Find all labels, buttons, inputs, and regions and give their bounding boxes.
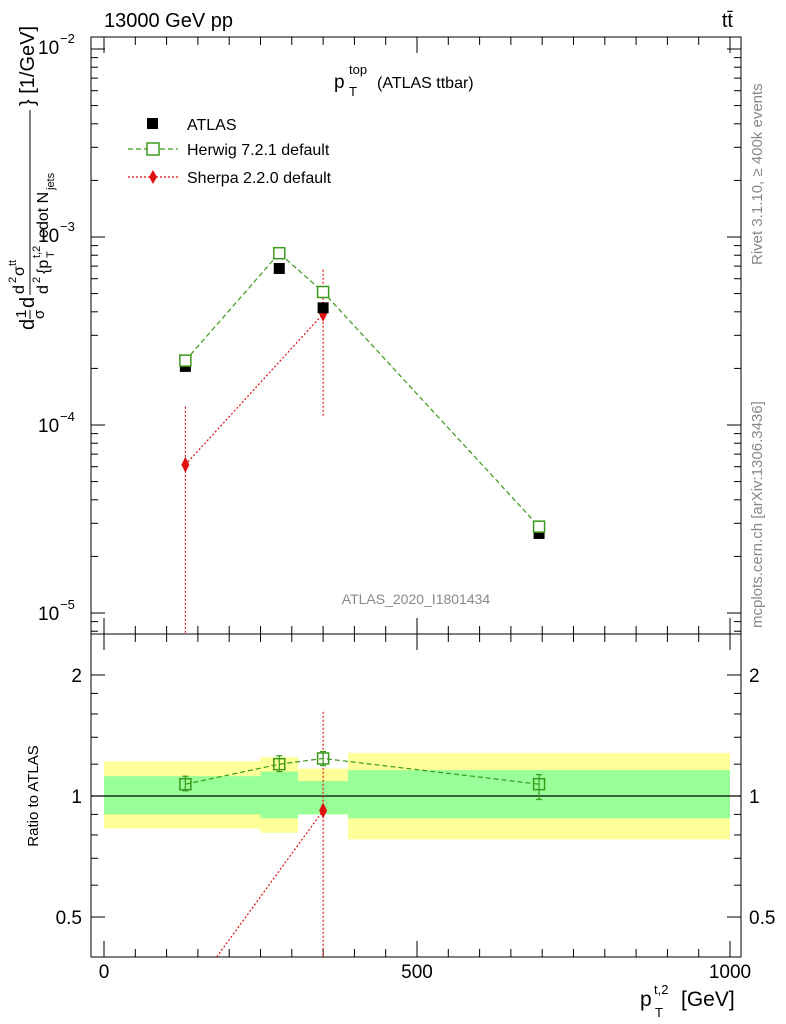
ratio-ytick-2-left: 2: [71, 666, 82, 687]
header-energy: 13000 GeV pp: [104, 10, 233, 32]
svg-text:t,2: t,2: [654, 982, 668, 997]
ratio-ytick-1-right: 1: [749, 787, 760, 808]
xtick-0: 0: [99, 962, 110, 983]
ytick-label-1e-2: 10: [38, 38, 59, 59]
axis-ticks: [91, 37, 741, 957]
ytick-exp-1e-5: −5: [60, 597, 75, 612]
herwig-ratio-point: [316, 752, 330, 765]
sherpa-main-line: [184, 313, 324, 466]
legend-item-sherpa: Sherpa 2.2.0 default: [128, 170, 332, 187]
ratio-y-tick-labels: 2 1 0.5 2 1 0.5: [56, 666, 776, 929]
legend: ATLAS Herwig 7.2.1 default Sherpa 2.2.0 …: [128, 117, 332, 187]
atlas-main-point: [533, 527, 545, 539]
legend-item-herwig: Herwig 7.2.1 default: [128, 142, 330, 159]
ratio-ytick-2-right: 2: [749, 666, 760, 687]
x-axis-label: p t,2 T [GeV]: [640, 982, 735, 1020]
svg-text:2: 2: [31, 277, 43, 283]
legend-label-sherpa: Sherpa 2.2.0 default: [187, 170, 332, 187]
title-rest: (ATLAS ttbar): [377, 75, 474, 92]
title-sup: top: [349, 62, 367, 77]
plot-title: p top T (ATLAS ttbar): [334, 62, 474, 99]
ratio-y-axis-label: Ratio to ATLAS: [25, 745, 42, 846]
herwig-ratio-line: [185, 757, 540, 785]
ytick-label-1e-5: 10: [38, 604, 59, 625]
main-y-axis-label: d 1 σ d d 2 σ tt d 2 {p t,2 T cdot N jet…: [7, 26, 57, 330]
main-y-tick-labels: 10 −2 10 −3 10 −4 10 −5: [38, 31, 75, 625]
ytick-exp-1e-2: −2: [60, 31, 75, 46]
title-p: p: [334, 72, 345, 93]
svg-text:p: p: [640, 988, 652, 1011]
ytick-exp-1e-3: −3: [60, 219, 75, 234]
legend-label-atlas: ATLAS: [187, 117, 237, 134]
svg-text:d: d: [17, 297, 39, 308]
svg-text:tt: tt: [7, 260, 19, 266]
svg-text:σ: σ: [31, 309, 48, 319]
sherpa-main-point: [181, 456, 190, 473]
herwig-main-point: [532, 520, 546, 533]
herwig-ratio-point: [179, 777, 192, 791]
header-process: tt̄: [722, 10, 734, 32]
title-sub: T: [349, 84, 357, 99]
svg-text:[GeV]: [GeV]: [681, 988, 735, 1011]
mcplots-text: mcplots.cern.ch [arXiv:1306.3436]: [749, 401, 766, 628]
herwig-ratio-point: [532, 777, 546, 791]
ytick-label-1e-4: 10: [38, 416, 59, 437]
ratio-ytick-0.5-left: 0.5: [56, 908, 82, 929]
ratio-band-inner-0: [104, 776, 261, 815]
legend-marker-sherpa: [149, 170, 157, 184]
herwig-main-line: [184, 252, 540, 528]
legend-marker-herwig: [146, 142, 160, 156]
legend-label-herwig: Herwig 7.2.1 default: [187, 142, 330, 159]
svg-text:T: T: [45, 251, 57, 258]
svg-text:d: d: [35, 285, 52, 294]
x-tick-labels: 0 500 1000: [99, 962, 751, 983]
atlas-main-point: [273, 262, 285, 274]
chart-marks: [179, 246, 546, 958]
ratio-band-inner-1: [260, 771, 299, 819]
ratio-ytick-1-left: 1: [71, 787, 82, 808]
atlas-main-point: [317, 302, 329, 314]
svg-text:d: d: [11, 285, 28, 294]
herwig-main-point: [316, 285, 330, 299]
herwig-ratio-point: [273, 757, 286, 771]
svg-text:d: d: [17, 319, 39, 330]
ratio-ytick-0.5-right: 0.5: [749, 908, 775, 929]
svg-text:t,2: t,2: [31, 246, 43, 258]
svg-text:{p: {p: [35, 260, 52, 274]
svg-text:2: 2: [7, 277, 19, 283]
rivet-version-text: Rivet 3.1.10, ≥ 400k events: [749, 83, 766, 265]
ytick-exp-1e-4: −4: [60, 409, 75, 424]
svg-text:} [1/GeV]: } [1/GeV]: [17, 26, 39, 106]
analysis-watermark: ATLAS_2020_I1801434: [342, 591, 491, 607]
svg-text:jets: jets: [45, 172, 57, 191]
xtick-1000: 1000: [709, 962, 751, 983]
svg-text:1: 1: [13, 310, 30, 318]
herwig-main-point: [179, 354, 192, 367]
legend-marker-atlas: [147, 118, 158, 129]
legend-item-atlas: ATLAS: [147, 117, 237, 134]
svg-text:cdot N: cdot N: [35, 192, 52, 238]
svg-text:T: T: [655, 1005, 663, 1020]
ytick-label-1e-3: 10: [38, 226, 59, 247]
sherpa-ratio-point: [319, 802, 328, 819]
herwig-main-point: [273, 246, 286, 260]
svg-text:σ: σ: [11, 266, 28, 276]
xtick-500: 500: [401, 962, 433, 983]
